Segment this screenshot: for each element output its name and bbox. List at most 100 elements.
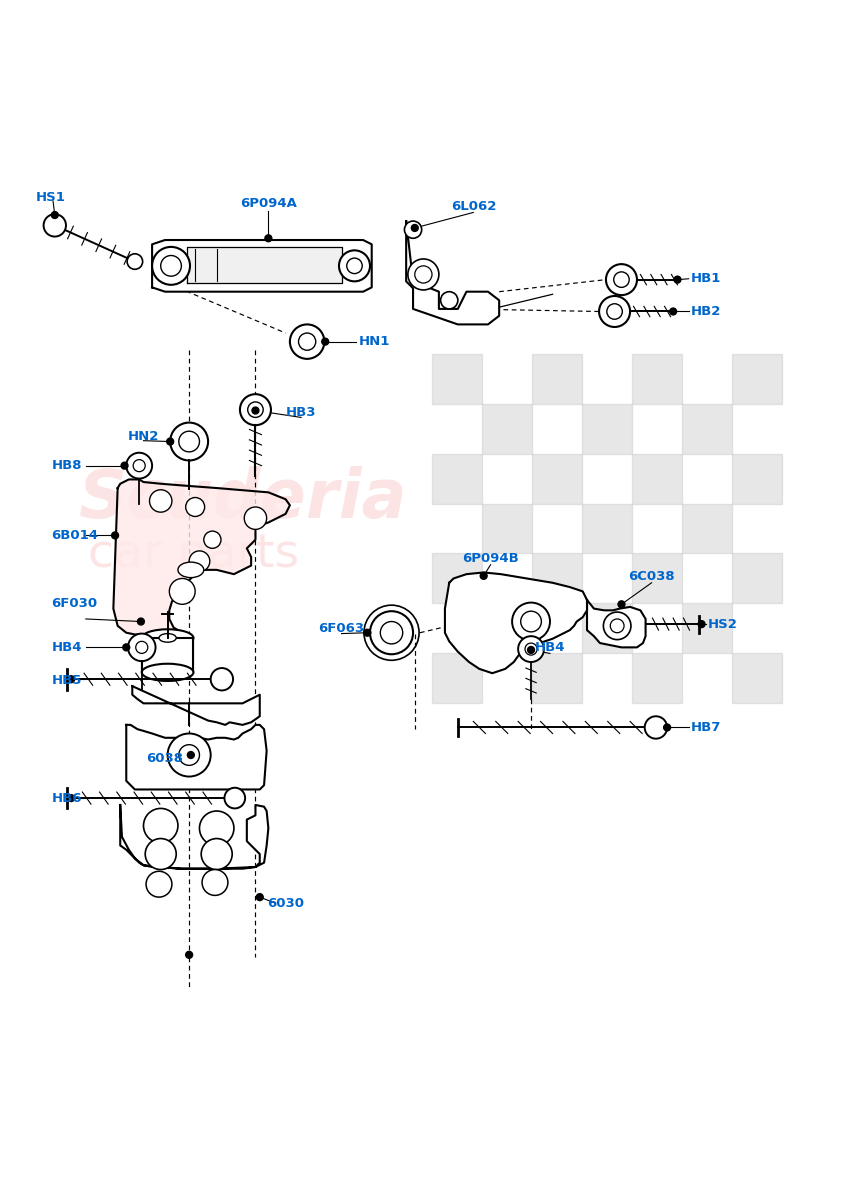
Circle shape — [415, 266, 432, 283]
Circle shape — [613, 272, 629, 287]
Polygon shape — [120, 805, 269, 869]
Circle shape — [136, 641, 148, 653]
Circle shape — [200, 811, 234, 846]
Polygon shape — [152, 240, 372, 292]
Bar — [732, 653, 782, 703]
Circle shape — [186, 498, 205, 516]
Circle shape — [512, 602, 550, 641]
Circle shape — [411, 224, 418, 232]
Circle shape — [67, 676, 74, 683]
Circle shape — [265, 235, 272, 241]
Circle shape — [179, 431, 200, 452]
Polygon shape — [445, 572, 587, 673]
Text: HS1: HS1 — [35, 191, 66, 204]
Ellipse shape — [142, 664, 194, 680]
Circle shape — [670, 308, 677, 314]
Text: HB8: HB8 — [51, 460, 82, 472]
Bar — [142, 638, 194, 672]
Circle shape — [43, 214, 66, 236]
Text: HN1: HN1 — [359, 335, 391, 348]
Bar — [732, 553, 782, 604]
Bar — [632, 354, 682, 403]
Circle shape — [168, 733, 211, 776]
Text: HS2: HS2 — [708, 618, 738, 631]
Circle shape — [674, 276, 681, 283]
Circle shape — [664, 724, 670, 731]
Bar — [682, 403, 732, 454]
Bar — [432, 553, 482, 604]
Text: car parts: car parts — [87, 533, 299, 577]
Bar — [532, 653, 581, 703]
Text: Scuderia: Scuderia — [79, 466, 408, 532]
Text: 6B014: 6B014 — [51, 529, 98, 542]
Ellipse shape — [142, 629, 194, 647]
Circle shape — [189, 551, 210, 571]
Bar — [682, 504, 732, 553]
Circle shape — [408, 259, 439, 290]
Bar — [432, 454, 482, 504]
Polygon shape — [406, 221, 499, 324]
Circle shape — [204, 532, 221, 548]
Text: HB6: HB6 — [51, 792, 82, 804]
Circle shape — [364, 629, 371, 636]
Circle shape — [149, 490, 172, 512]
Text: HB1: HB1 — [690, 272, 721, 286]
Text: HB4: HB4 — [535, 641, 565, 654]
Bar — [682, 604, 732, 653]
Circle shape — [146, 871, 172, 898]
Bar — [632, 653, 682, 703]
Circle shape — [404, 221, 422, 239]
Text: HB4: HB4 — [51, 641, 82, 654]
Text: 6C038: 6C038 — [628, 570, 675, 583]
Circle shape — [225, 787, 245, 809]
Circle shape — [441, 292, 458, 308]
Polygon shape — [113, 480, 290, 643]
Bar — [532, 354, 581, 403]
Polygon shape — [126, 725, 267, 790]
Circle shape — [161, 256, 181, 276]
Bar — [732, 354, 782, 403]
Ellipse shape — [159, 634, 176, 642]
Circle shape — [169, 578, 195, 605]
Circle shape — [528, 647, 535, 653]
Circle shape — [380, 622, 403, 644]
Circle shape — [127, 253, 143, 269]
Text: HN2: HN2 — [128, 430, 159, 443]
Bar — [532, 553, 581, 604]
Circle shape — [121, 462, 128, 469]
Circle shape — [645, 716, 667, 739]
Bar — [732, 454, 782, 504]
Bar — [581, 504, 632, 553]
Circle shape — [346, 258, 362, 274]
Circle shape — [525, 643, 537, 655]
Circle shape — [179, 745, 200, 766]
Circle shape — [111, 532, 118, 539]
Circle shape — [126, 452, 152, 479]
Polygon shape — [587, 600, 645, 647]
Circle shape — [133, 460, 145, 472]
Circle shape — [298, 334, 315, 350]
Circle shape — [610, 619, 624, 632]
Text: 6P094A: 6P094A — [240, 197, 297, 210]
Text: 6F063: 6F063 — [319, 622, 365, 635]
Circle shape — [145, 839, 176, 870]
Circle shape — [599, 296, 630, 326]
Circle shape — [698, 620, 705, 628]
Polygon shape — [187, 247, 341, 283]
Circle shape — [67, 794, 74, 802]
Circle shape — [370, 611, 413, 654]
Circle shape — [240, 394, 271, 425]
Text: 6038: 6038 — [147, 752, 183, 764]
Circle shape — [167, 438, 174, 445]
Circle shape — [211, 668, 233, 690]
Circle shape — [170, 422, 208, 461]
Bar — [632, 454, 682, 504]
Bar — [142, 638, 194, 672]
Circle shape — [321, 338, 328, 346]
Circle shape — [202, 870, 228, 895]
Circle shape — [245, 506, 267, 529]
Bar — [482, 403, 532, 454]
Circle shape — [201, 839, 232, 870]
Text: HB2: HB2 — [690, 305, 721, 318]
Circle shape — [290, 324, 324, 359]
